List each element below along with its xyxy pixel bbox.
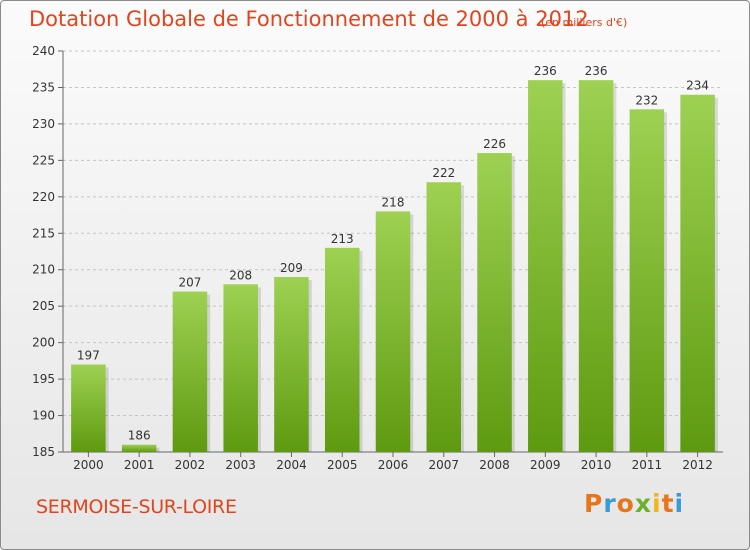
bar-2007 xyxy=(426,182,462,452)
x-tick-label: 2009 xyxy=(530,458,561,472)
logo-letter: o xyxy=(616,489,635,518)
y-tick-label: 240 xyxy=(32,44,55,58)
bar-2001 xyxy=(121,444,157,452)
bar-2005 xyxy=(324,247,360,452)
y-tick-label: 230 xyxy=(32,117,55,131)
bar-2006 xyxy=(375,211,411,452)
y-tick-label: 205 xyxy=(32,299,55,313)
x-tick-label: 2003 xyxy=(225,458,256,472)
y-tick-label: 220 xyxy=(32,190,55,204)
bar-2009 xyxy=(528,80,563,452)
value-label: 186 xyxy=(128,429,151,443)
value-label: 207 xyxy=(178,276,201,290)
x-tick-label: 2011 xyxy=(632,458,663,472)
x-tick-label: 2000 xyxy=(73,458,104,472)
commune-name: SERMOISE-SUR-LOIRE xyxy=(36,496,237,518)
bars xyxy=(71,80,718,452)
value-label: 232 xyxy=(635,93,658,107)
axes: 185 190 195 200 205 210 215 220 225 230 235 240 2000… xyxy=(32,44,723,472)
y-tick-label: 215 xyxy=(32,226,55,240)
x-tick-label: 2008 xyxy=(479,458,510,472)
bar-2002 xyxy=(172,291,208,452)
value-label: 213 xyxy=(331,232,354,246)
proxiti-logo: Proxiti xyxy=(584,489,684,518)
bar-2008 xyxy=(477,153,512,452)
value-label: 209 xyxy=(280,261,303,275)
value-label: 222 xyxy=(432,166,455,180)
bar-2003 xyxy=(223,284,258,452)
value-label: 236 xyxy=(585,64,608,78)
chart-subtitle: (en milliers d'€) xyxy=(541,16,628,29)
logo-letter: P xyxy=(584,489,604,518)
y-tick-label: 185 xyxy=(32,445,55,459)
x-tick-label: 2004 xyxy=(276,458,307,472)
value-label: 218 xyxy=(382,195,405,209)
y-tick-label: 190 xyxy=(32,409,55,423)
bar-2000 xyxy=(71,364,106,452)
y-tick-label: 235 xyxy=(32,80,55,94)
value-label: 197 xyxy=(77,349,100,363)
y-tick-label: 225 xyxy=(32,153,55,167)
bar-2011 xyxy=(629,109,665,452)
x-tick-label: 2007 xyxy=(428,458,459,472)
bar-2004 xyxy=(274,277,309,452)
x-tick-label: 2012 xyxy=(682,458,713,472)
x-tick-label: 2006 xyxy=(378,458,409,472)
bar-2012 xyxy=(680,94,715,452)
x-tick-label: 2001 xyxy=(124,458,155,472)
value-label: 226 xyxy=(483,137,506,151)
logo-letter: i xyxy=(674,489,685,518)
logo-letter: x xyxy=(634,489,652,518)
y-tick-label: 195 xyxy=(32,372,55,386)
logo-letter: i xyxy=(652,489,662,518)
value-label: 208 xyxy=(229,268,252,282)
value-label: 236 xyxy=(534,64,557,78)
chart-title: Dotation Globale de Fonctionnement de 20… xyxy=(29,7,589,31)
logo-letter: r xyxy=(603,489,617,518)
x-tick-label: 2005 xyxy=(327,458,358,472)
y-tick-label: 210 xyxy=(32,263,55,277)
logo-letter: t xyxy=(661,489,675,518)
y-tick-label: 200 xyxy=(32,336,55,350)
value-label: 234 xyxy=(686,79,709,93)
data-labels: 197 186 207 208 209 213 218 222 226 236 236 232 234 xyxy=(77,64,709,443)
x-tick-label: 2002 xyxy=(175,458,206,472)
x-tick-label: 2010 xyxy=(581,458,612,472)
bar-2010 xyxy=(578,80,614,452)
